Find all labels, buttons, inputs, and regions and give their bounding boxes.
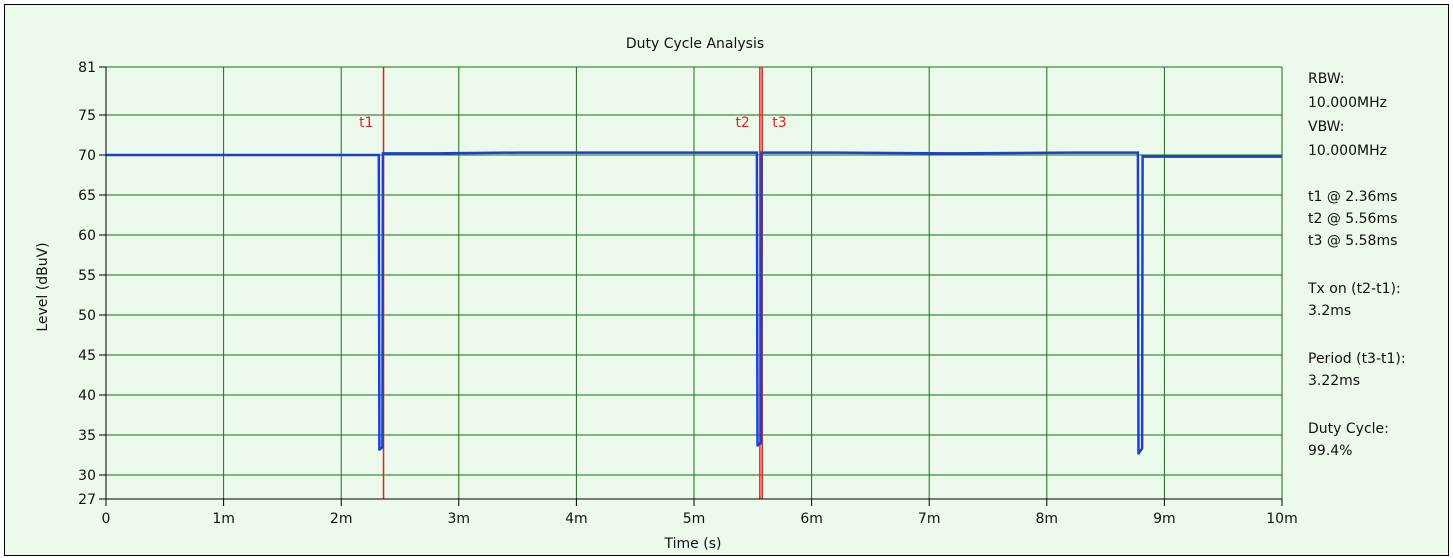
y-tick-label: 60 xyxy=(78,228,96,244)
tx-on-label: Tx on (t2-t1): xyxy=(1308,277,1401,301)
period-label: Period (t3-t1): xyxy=(1308,347,1406,371)
duty-cycle-value: 99.4% xyxy=(1308,439,1352,463)
chart-title: Duty Cycle Analysis xyxy=(626,36,764,52)
y-tick-label: 55 xyxy=(78,268,96,284)
x-tick-label: 4m xyxy=(565,511,588,527)
x-axis-label: Time (s) xyxy=(664,536,722,552)
rbw-label: RBW: xyxy=(1308,67,1345,91)
duty-cycle-chart: Duty Cycle Analysis t1 t2 t3 27 30 35 40 45 50 5… xyxy=(5,5,1448,555)
x-tick-label: 1m xyxy=(212,511,235,527)
x-tick-label: 9m xyxy=(1153,511,1176,527)
y-tick-label: 30 xyxy=(78,468,96,484)
y-tick-label: 45 xyxy=(78,348,96,364)
x-tick-label: 6m xyxy=(800,511,823,527)
period-value: 3.22ms xyxy=(1308,369,1360,393)
duty-cycle-label: Duty Cycle: xyxy=(1308,417,1389,441)
marker-label-t1: t1 xyxy=(359,115,373,131)
rbw-value: 10.000MHz xyxy=(1308,91,1387,115)
x-tick-label: 0 xyxy=(102,511,111,527)
y-tick-label: 40 xyxy=(78,388,96,404)
y-tick-label: 50 xyxy=(78,308,96,324)
tx-on-value: 3.2ms xyxy=(1308,299,1351,323)
marker-label-t3: t3 xyxy=(772,115,786,131)
x-tick-label: 5m xyxy=(683,511,706,527)
x-tick-label: 3m xyxy=(448,511,471,527)
x-tick-label: 10m xyxy=(1266,511,1297,527)
t1-readout: t1 @ 2.36ms xyxy=(1308,185,1397,209)
t3-readout: t3 @ 5.58ms xyxy=(1308,229,1397,253)
vbw-label: VBW: xyxy=(1308,115,1344,139)
y-tick-label: 75 xyxy=(78,108,96,124)
y-tick-label: 35 xyxy=(78,428,96,444)
y-tick-label: 81 xyxy=(78,60,96,76)
vbw-value: 10.000MHz xyxy=(1308,139,1387,163)
y-axis-label: Level (dBuV) xyxy=(35,242,51,331)
x-tick-label: 8m xyxy=(1036,511,1059,527)
y-tick-label: 27 xyxy=(78,492,96,508)
chart-panel: Duty Cycle Analysis t1 t2 t3 27 30 35 40 45 50 5… xyxy=(4,4,1449,556)
y-tick-label: 65 xyxy=(78,188,96,204)
y-tick-label: 70 xyxy=(78,148,96,164)
x-tick-label: 2m xyxy=(330,511,353,527)
x-tick-label: 7m xyxy=(918,511,941,527)
marker-label-t2: t2 xyxy=(735,115,749,131)
t2-readout: t2 @ 5.56ms xyxy=(1308,207,1397,231)
